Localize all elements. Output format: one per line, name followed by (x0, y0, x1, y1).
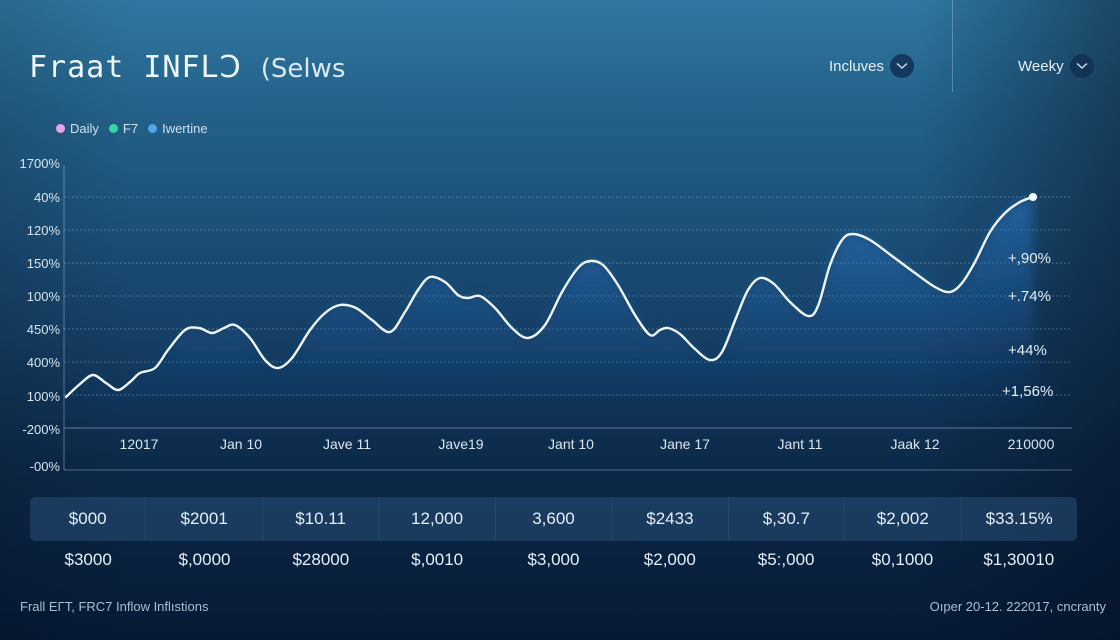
table-cell: $2433 (612, 497, 729, 541)
table-cell: $10.11 (263, 497, 380, 541)
period-dropdown[interactable]: Weeky (1018, 54, 1094, 78)
chart-legend: Daily F7 Iwertine (56, 121, 208, 136)
x-tick-label: 12017 (119, 436, 159, 452)
legend-dot-icon (56, 124, 65, 133)
table-cell: 3,600 (496, 497, 613, 541)
period-dropdown-label: Weeky (1018, 57, 1064, 75)
chevron-down-icon[interactable] (1069, 54, 1094, 78)
y-tick-label: -200% (22, 422, 60, 437)
includes-dropdown-label: Incluves (829, 57, 885, 75)
x-tick-label: 210000 (1007, 436, 1055, 452)
x-tick-label: Jant 10 (548, 436, 594, 452)
x-tick-label: Jant 11 (777, 436, 823, 452)
x-tick-label: Jave19 (438, 436, 484, 452)
table-cell: $2,002 (845, 497, 962, 541)
legend-item-daily[interactable]: Daily (56, 121, 99, 136)
x-tick-label: Jan 10 (219, 436, 263, 452)
x-tick-label: Jaak 12 (890, 436, 940, 452)
chevron-down-icon[interactable] (890, 54, 915, 78)
page-title: Fraat INFLↃ (Selws (29, 50, 345, 85)
y-tick-label: 100% (26, 289, 60, 304)
table-row: $3000 $,0000 $28000 $,0010 $3,000 $2,000… (30, 538, 1077, 582)
inflow-line (64, 195, 1035, 399)
table-row: $000 $2001 $10.11 12,000 3,600 $2433 $,3… (30, 497, 1077, 541)
end-point-marker[interactable] (1029, 193, 1037, 201)
legend-label: Iwertine (162, 121, 208, 136)
y-tick-label: 1700% (19, 156, 60, 171)
header-divider (952, 0, 953, 92)
table-cell: $,0010 (411, 550, 464, 569)
table-cell: $000 (30, 497, 147, 541)
table-cell: $33.15% (985, 509, 1053, 528)
table-cell: $,0000 (178, 550, 231, 569)
annotation-label: +1,56% (1002, 383, 1054, 400)
table-cell: $0,1000 (871, 550, 934, 569)
includes-dropdown[interactable]: Incluves (829, 54, 915, 78)
y-tick-label: 450% (26, 322, 60, 337)
legend-item-iwertine[interactable]: Iwertine (148, 121, 208, 136)
y-tick-label: -00% (29, 459, 60, 474)
y-tick-label: 120% (26, 223, 60, 238)
table-cell: $,30.7 (729, 497, 846, 541)
table-cell: $2,000 (643, 550, 696, 569)
legend-item-f7[interactable]: F7 (108, 121, 139, 136)
footer-source: Frall EΓT, FRC7 Inflow Inflıstions (20, 599, 209, 614)
y-tick-label: 400% (26, 355, 60, 370)
y-tick-label: 100% (26, 389, 60, 404)
table-cell: $2001 (146, 497, 263, 541)
legend-dot-icon (148, 124, 158, 133)
table-cell: $1,30010 (983, 550, 1055, 569)
table-cell: $5:,000 (757, 550, 815, 569)
y-tick-label: 40% (33, 190, 60, 205)
x-tick-label: Jave 11 (323, 436, 371, 452)
x-tick-label: Jane 17 (660, 436, 710, 452)
footer-date: Oıper 20-12. 222017, cncranty (929, 599, 1106, 614)
legend-label: F7 (122, 121, 139, 136)
annotation-label: +.74% (1008, 288, 1051, 305)
title-suffix: (Selws (260, 54, 346, 84)
legend-dot-icon (108, 124, 118, 133)
table-cell: $3000 (64, 550, 112, 569)
annotation-label: +44% (1008, 342, 1047, 359)
table-cell: $28000 (292, 550, 350, 569)
table-cell: $3,000 (527, 550, 580, 569)
title-main: Fraat INFLↃ (29, 50, 242, 85)
legend-label: Daily (70, 121, 99, 136)
table-cell: 12,000 (379, 497, 496, 541)
annotation-label: +,90% (1008, 250, 1051, 267)
y-tick-label: 150% (26, 256, 60, 271)
